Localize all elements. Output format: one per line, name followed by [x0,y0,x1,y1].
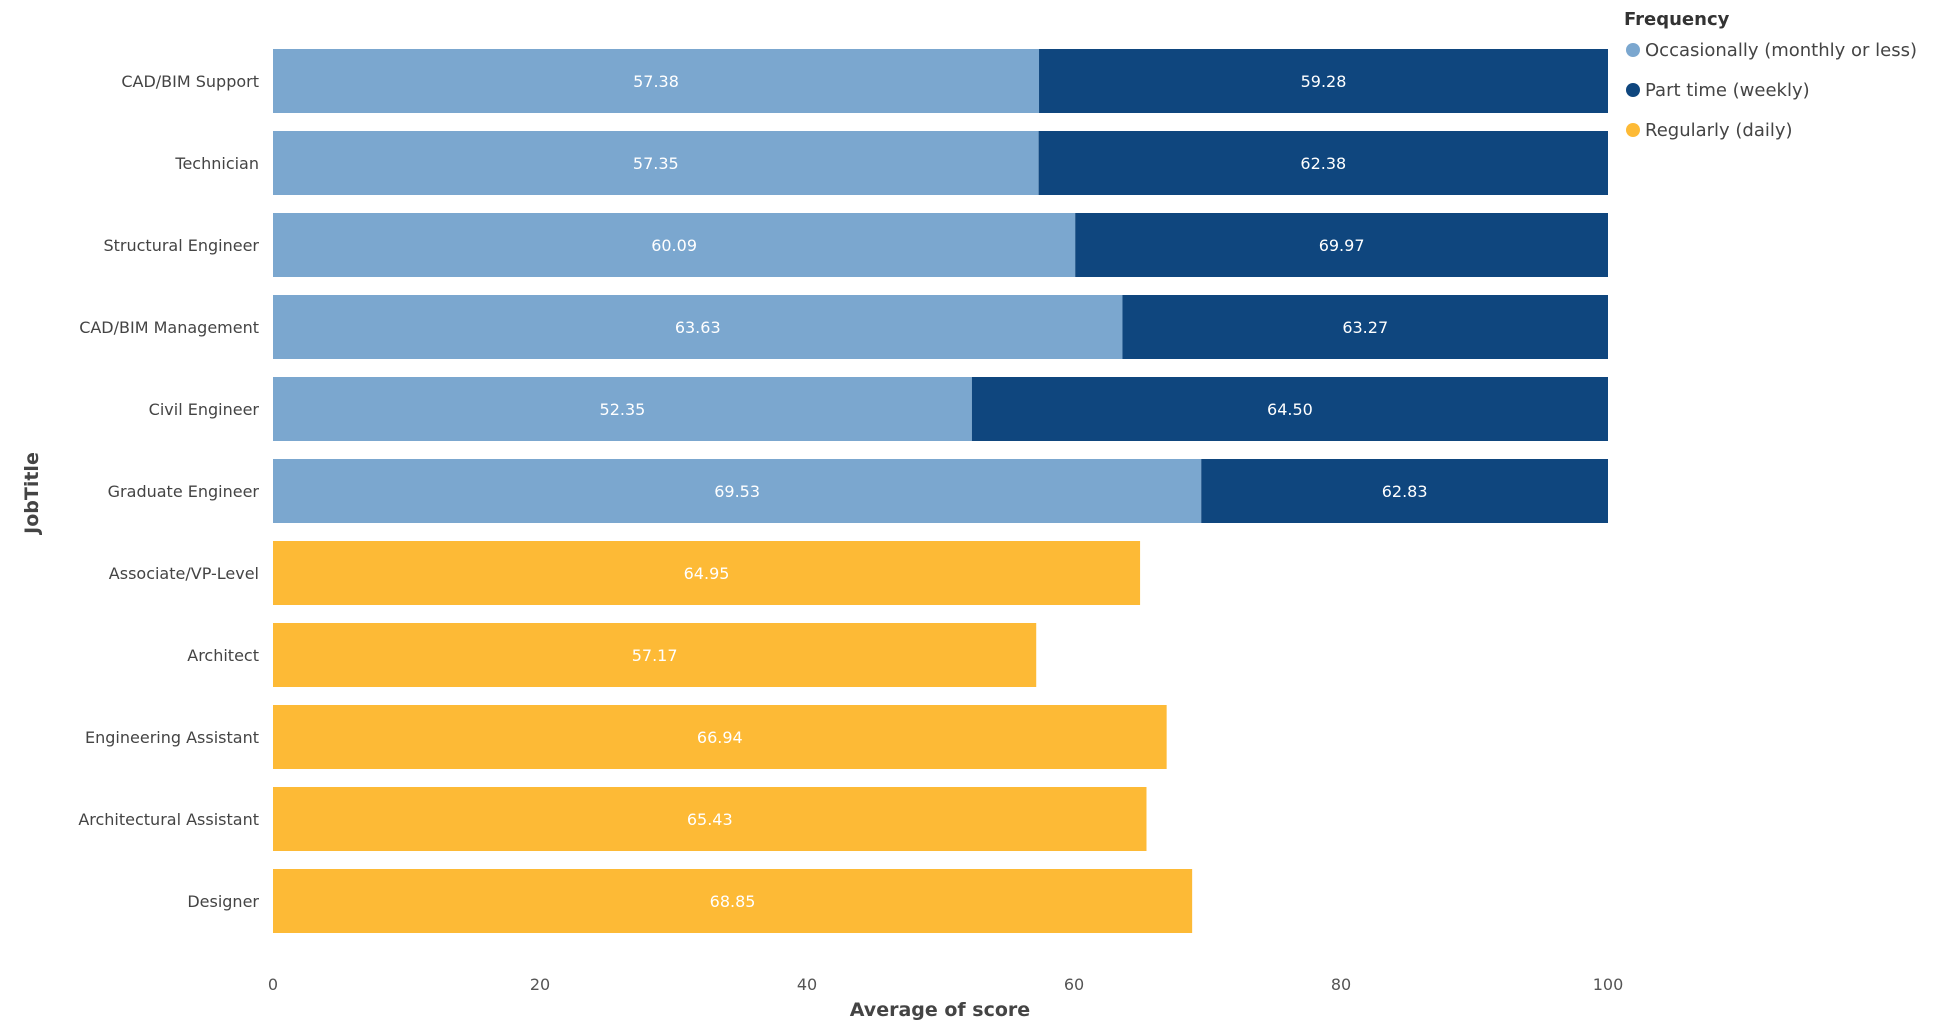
bar-segment-cad-bim-management-0[interactable] [273,295,1123,359]
x-tick-label-80: 80 [1331,975,1351,994]
category-label-designer: Designer [187,892,259,911]
data-label-associate-vp-level-0: 64.95 [684,564,730,583]
bar-segment-associate-vp-level-0[interactable] [273,541,1141,605]
category-labels: CAD/BIM Support Technician Structural Engi… [78,72,259,911]
data-label-cad-bim-management-0: 63.63 [675,318,721,337]
data-label-technician-1: 62.38 [1300,154,1346,173]
category-label-civil-engineer: Civil Engineer [149,400,260,419]
category-label-architect: Architect [187,646,259,665]
x-tick-label-60: 60 [1064,975,1084,994]
x-axis-ticks: 0 20 40 60 80 100 [268,975,1623,994]
x-tick-label-0: 0 [268,975,278,994]
data-label-designer-0: 68.85 [710,892,756,911]
category-label-cad-bim-management: CAD/BIM Management [79,318,259,337]
bar-segment-cad-bim-support-1[interactable] [1039,49,1608,113]
category-label-cad-bim-support: CAD/BIM Support [121,72,259,91]
x-tick-label-100: 100 [1593,975,1624,994]
data-label-cad-bim-management-1: 63.27 [1342,318,1388,337]
bar-segment-cad-bim-management-1[interactable] [1122,295,1608,359]
y-axis-title: JobTitle [21,452,43,536]
bar-segment-graduate-engineer-0[interactable] [273,459,1202,523]
bar-segment-engineering-assistant-0[interactable] [273,705,1167,769]
legend-label-2: Regularly (daily) [1645,120,1793,141]
legend-swatch-1 [1626,83,1640,97]
data-label-graduate-engineer-1: 62.83 [1382,482,1428,501]
x-axis-title: Average of score [850,999,1030,1021]
data-label-civil-engineer-0: 52.35 [600,400,646,419]
bar-segment-civil-engineer-0[interactable] [273,377,972,441]
x-tick-label-20: 20 [530,975,550,994]
category-label-technician: Technician [174,154,259,173]
category-label-associate-vp-level: Associate/VP-Level [109,564,259,583]
legend-items: Occasionally (monthly or less) Part time … [1626,40,1917,141]
data-label-architect-0: 57.17 [632,646,678,665]
data-label-cad-bim-support-1: 59.28 [1301,72,1347,91]
bar-segment-civil-engineer-1[interactable] [971,377,1608,441]
category-label-structural-engineer: Structural Engineer [103,236,259,255]
bar-segment-architectural-assistant-0[interactable] [273,787,1147,851]
category-label-graduate-engineer: Graduate Engineer [108,482,260,501]
bar-segment-designer-0[interactable] [273,869,1193,933]
data-label-civil-engineer-1: 64.50 [1267,400,1313,419]
category-label-engineering-assistant: Engineering Assistant [85,728,259,747]
bar-segment-technician-1[interactable] [1038,131,1608,195]
legend-label-1: Part time (weekly) [1645,80,1810,101]
legend-swatch-2 [1626,123,1640,137]
bar-segment-technician-0[interactable] [273,131,1039,195]
data-label-technician-0: 57.35 [633,154,679,173]
bar-segment-structural-engineer-0[interactable] [273,213,1076,277]
bars-layer: 57.38 59.28 57.35 62.38 60.09 69.97 63.63 63.27… [273,49,1608,933]
x-tick-label-40: 40 [797,975,817,994]
legend-title: Frequency [1624,9,1730,30]
data-label-structural-engineer-1: 69.97 [1319,236,1365,255]
data-label-graduate-engineer-0: 69.53 [714,482,760,501]
bar-segment-graduate-engineer-1[interactable] [1201,459,1608,523]
bar-segment-architect-0[interactable] [273,623,1037,687]
legend-swatch-0 [1626,43,1640,57]
category-label-architectural-assistant: Architectural Assistant [78,810,259,829]
bar-segment-structural-engineer-1[interactable] [1075,213,1608,277]
data-label-structural-engineer-0: 60.09 [651,236,697,255]
data-label-cad-bim-support-0: 57.38 [633,72,679,91]
legend: Frequency Occasionally (monthly or less)… [1624,9,1917,141]
legend-label-0: Occasionally (monthly or less) [1645,40,1917,61]
data-label-engineering-assistant-0: 66.94 [697,728,743,747]
data-label-architectural-assistant-0: 65.43 [687,810,733,829]
bar-segment-cad-bim-support-0[interactable] [273,49,1040,113]
